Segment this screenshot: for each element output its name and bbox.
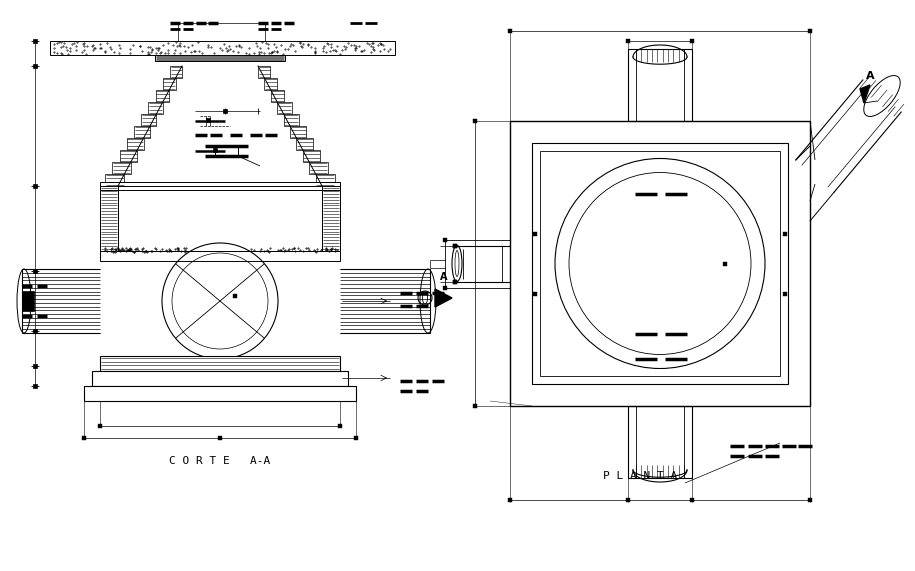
Bar bbox=[277, 102, 292, 114]
Bar bbox=[206, 118, 210, 122]
Bar bbox=[533, 231, 537, 235]
Bar bbox=[690, 39, 694, 43]
Bar bbox=[510, 121, 810, 406]
Bar bbox=[33, 184, 37, 188]
Bar bbox=[540, 151, 780, 376]
Bar bbox=[105, 174, 124, 186]
Bar bbox=[443, 238, 447, 242]
Bar bbox=[284, 114, 299, 126]
Bar bbox=[453, 279, 457, 283]
Bar bbox=[92, 371, 348, 386]
Text: C O R T E   A-A: C O R T E A-A bbox=[169, 456, 271, 466]
Bar bbox=[33, 364, 37, 368]
Bar bbox=[808, 29, 812, 33]
Bar bbox=[354, 436, 358, 440]
Bar bbox=[533, 292, 537, 296]
Bar bbox=[508, 498, 512, 502]
Bar bbox=[22, 291, 34, 311]
Bar bbox=[338, 424, 342, 428]
Bar bbox=[163, 78, 176, 90]
Bar bbox=[33, 329, 37, 333]
Bar bbox=[443, 286, 447, 289]
Bar bbox=[82, 436, 86, 440]
Bar bbox=[316, 174, 335, 186]
Bar bbox=[783, 231, 787, 235]
Bar bbox=[723, 262, 727, 266]
Bar bbox=[690, 498, 694, 502]
Bar bbox=[626, 39, 630, 43]
Bar bbox=[783, 292, 787, 296]
Bar bbox=[508, 29, 512, 33]
Bar bbox=[322, 186, 340, 251]
Bar bbox=[50, 41, 395, 55]
Bar bbox=[213, 148, 217, 152]
Bar bbox=[290, 126, 306, 138]
Bar bbox=[33, 269, 37, 273]
Polygon shape bbox=[435, 289, 452, 307]
Text: A: A bbox=[866, 71, 875, 81]
Bar bbox=[98, 424, 102, 428]
Bar bbox=[156, 90, 169, 102]
Bar bbox=[473, 119, 477, 123]
Bar bbox=[532, 143, 788, 384]
Bar bbox=[264, 78, 277, 90]
Bar bbox=[33, 384, 37, 388]
Bar bbox=[84, 386, 356, 401]
Bar bbox=[170, 66, 182, 78]
Bar bbox=[127, 138, 144, 150]
Bar bbox=[309, 162, 328, 174]
Bar bbox=[453, 243, 457, 247]
Text: P L A N T A: P L A N T A bbox=[603, 471, 677, 481]
Bar bbox=[271, 90, 285, 102]
Bar bbox=[33, 39, 37, 43]
Bar bbox=[141, 114, 156, 126]
Bar bbox=[233, 294, 237, 298]
Bar bbox=[33, 64, 37, 68]
Bar bbox=[303, 150, 320, 162]
Bar bbox=[628, 406, 692, 478]
Bar bbox=[223, 109, 227, 113]
Bar bbox=[100, 356, 340, 371]
Bar bbox=[120, 150, 137, 162]
Text: A: A bbox=[440, 272, 447, 282]
Bar bbox=[155, 55, 285, 61]
Bar bbox=[453, 243, 457, 247]
Bar bbox=[258, 66, 270, 78]
Bar bbox=[100, 186, 118, 251]
Polygon shape bbox=[860, 85, 870, 103]
Bar bbox=[113, 162, 131, 174]
Bar bbox=[100, 182, 340, 190]
Bar bbox=[808, 498, 812, 502]
Bar bbox=[218, 436, 222, 440]
Bar bbox=[453, 279, 457, 283]
Bar bbox=[148, 102, 163, 114]
Bar bbox=[134, 126, 150, 138]
Bar bbox=[100, 251, 340, 261]
Bar bbox=[626, 498, 630, 502]
Bar bbox=[296, 138, 313, 150]
Bar bbox=[628, 49, 692, 121]
Bar bbox=[473, 404, 477, 408]
